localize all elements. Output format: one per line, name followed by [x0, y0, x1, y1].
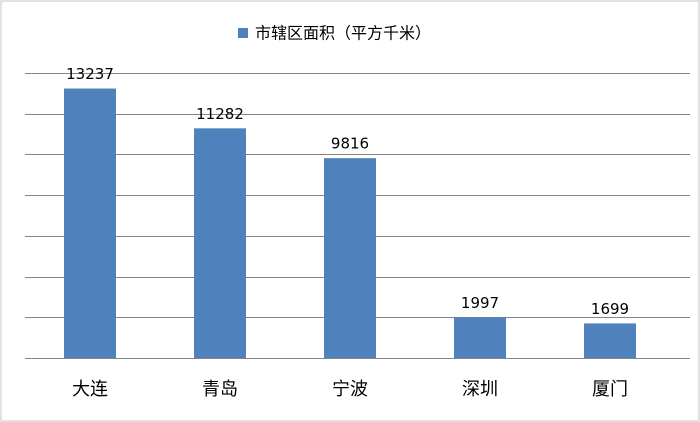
data-label: 11282 [196, 105, 244, 123]
data-label: 9816 [331, 135, 369, 153]
legend-swatch [238, 28, 248, 38]
x-tick-label: 青岛 [202, 379, 238, 400]
data-label: 1997 [461, 294, 499, 312]
data-label: 13237 [66, 65, 114, 83]
x-tick-label: 宁波 [332, 379, 368, 400]
data-label: 1699 [591, 300, 629, 318]
x-tick-label: 大连 [72, 379, 108, 400]
legend-label: 市辖区面积（平方千米） [255, 24, 431, 43]
bar [194, 128, 246, 358]
bar [64, 88, 116, 358]
x-tick-label: 厦门 [592, 379, 628, 400]
bar [454, 317, 506, 358]
bar [584, 323, 636, 358]
x-tick-label: 深圳 [462, 379, 498, 400]
bar [324, 158, 376, 358]
